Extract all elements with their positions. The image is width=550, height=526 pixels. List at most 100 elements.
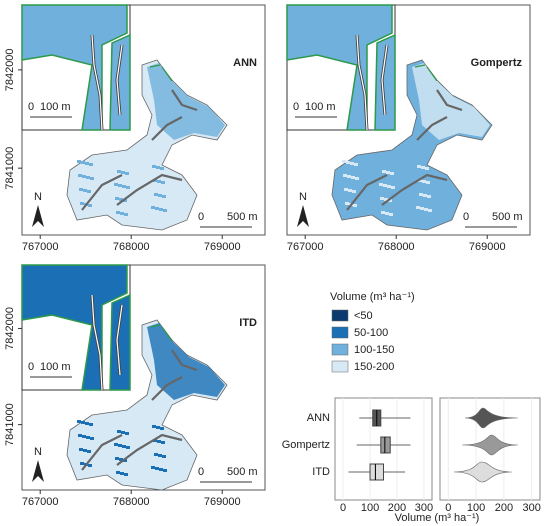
pixel-cluster bbox=[85, 422, 89, 425]
pixel-cluster bbox=[388, 199, 392, 202]
pixel-cluster bbox=[425, 167, 429, 170]
pixel-cluster bbox=[80, 462, 84, 465]
pixel-cluster bbox=[385, 212, 389, 215]
x-tick-label: 769000 bbox=[204, 241, 241, 253]
stand-upper bbox=[147, 323, 225, 400]
pixel-cluster bbox=[384, 198, 388, 201]
map-panel: 0 100 m Gompertz 0 500 m N bbox=[286, 4, 531, 236]
legend-label: 100-150 bbox=[354, 344, 394, 356]
pixel-cluster bbox=[120, 472, 124, 475]
pixel-cluster bbox=[152, 425, 156, 428]
pixel-cluster bbox=[162, 455, 166, 458]
pixel-cluster bbox=[382, 170, 386, 173]
pixel-cluster bbox=[380, 197, 384, 200]
x-tick-label: 767000 bbox=[22, 496, 59, 508]
pixel-cluster bbox=[158, 194, 162, 197]
x-tick-label: 767000 bbox=[287, 241, 324, 253]
pixel-cluster bbox=[156, 426, 160, 429]
inset-scale-start: 0 bbox=[28, 101, 34, 113]
pixel-cluster bbox=[346, 161, 350, 164]
pixel-cluster bbox=[352, 190, 356, 193]
panel-label: ITD bbox=[239, 317, 257, 329]
pixel-cluster bbox=[428, 209, 432, 212]
inset-stand-right bbox=[109, 293, 131, 391]
pixel-cluster bbox=[89, 163, 93, 166]
pixel-cluster bbox=[351, 176, 355, 179]
pixel-cluster bbox=[89, 423, 93, 426]
pixel-cluster bbox=[419, 193, 423, 196]
pixel-cluster bbox=[125, 172, 129, 175]
x-tick-label: 300 bbox=[522, 502, 540, 514]
pixel-cluster bbox=[152, 165, 156, 168]
stand-upper bbox=[147, 63, 225, 140]
stand-border bbox=[149, 324, 173, 342]
pixel-cluster bbox=[117, 430, 121, 433]
pixel-cluster bbox=[157, 440, 161, 443]
legend-swatch bbox=[331, 360, 349, 373]
pixel-cluster bbox=[117, 170, 121, 173]
pixel-cluster bbox=[124, 213, 128, 216]
panel-label: ANN bbox=[233, 57, 257, 69]
pixel-cluster bbox=[82, 175, 86, 178]
x-tick-label: 300 bbox=[415, 502, 433, 514]
pixel-cluster bbox=[343, 174, 347, 177]
pixel-cluster bbox=[427, 195, 431, 198]
x-tick-label: 769000 bbox=[204, 496, 241, 508]
pixel-cluster bbox=[87, 450, 91, 453]
pixel-cluster bbox=[154, 193, 158, 196]
x-tick-label: 767000 bbox=[22, 241, 59, 253]
pixel-cluster bbox=[88, 204, 92, 207]
pixel-cluster bbox=[83, 449, 87, 452]
legend-label: <50 bbox=[354, 310, 373, 322]
pixel-cluster bbox=[121, 171, 125, 174]
pixel-cluster bbox=[153, 439, 157, 442]
x-tick-label: 100 bbox=[361, 502, 379, 514]
pixel-cluster bbox=[79, 188, 83, 191]
pixel-cluster bbox=[418, 179, 422, 182]
road bbox=[81, 349, 198, 471]
inset-road-core bbox=[356, 34, 388, 131]
pixel-cluster bbox=[160, 427, 164, 430]
stand-border bbox=[414, 64, 438, 82]
scale-start: 0 bbox=[463, 211, 469, 223]
legend-title: Volume (m³ ha⁻¹) bbox=[330, 291, 415, 303]
pixel-cluster bbox=[124, 473, 128, 476]
pixel-cluster bbox=[345, 202, 349, 205]
pixel-cluster bbox=[83, 189, 87, 192]
legend-label: 50-100 bbox=[354, 327, 388, 339]
pixel-cluster bbox=[115, 197, 119, 200]
inset-scale-start: 0 bbox=[28, 361, 34, 373]
scale-start: 0 bbox=[198, 211, 204, 223]
pixel-cluster bbox=[423, 194, 427, 197]
pixel-cluster bbox=[121, 431, 125, 434]
scale-label: 500 m bbox=[492, 211, 523, 223]
pixel-cluster bbox=[122, 445, 126, 448]
x-tick-label: 0 bbox=[340, 502, 346, 514]
pixel-cluster bbox=[389, 213, 393, 216]
north-arrow bbox=[32, 205, 44, 227]
map-panel: 0 100 m ANN 0 500 m N bbox=[21, 4, 266, 236]
x-tick-label: 200 bbox=[388, 502, 406, 514]
pixel-cluster bbox=[86, 436, 90, 439]
y-tick-label: 7842000 bbox=[4, 48, 16, 91]
x-tick-label: 200 bbox=[495, 502, 513, 514]
pixel-cluster bbox=[156, 166, 160, 169]
box bbox=[369, 463, 384, 481]
road bbox=[81, 89, 198, 211]
pixel-cluster bbox=[417, 165, 421, 168]
pixel-cluster bbox=[426, 181, 430, 184]
inset-scale-label: 100 m bbox=[40, 101, 71, 113]
pixel-cluster bbox=[88, 464, 92, 467]
pixel-cluster bbox=[80, 202, 84, 205]
pixel-cluster bbox=[157, 180, 161, 183]
inset-road-core bbox=[91, 294, 123, 391]
pixel-cluster bbox=[126, 186, 130, 189]
pixel-cluster bbox=[79, 448, 83, 451]
y-tick-label: 7842000 bbox=[4, 307, 16, 350]
pixel-cluster bbox=[158, 454, 162, 457]
pixel-cluster bbox=[155, 467, 159, 470]
north-label: N bbox=[34, 446, 42, 458]
pixel-cluster bbox=[387, 185, 391, 188]
panel-label: Gompertz bbox=[471, 57, 523, 69]
